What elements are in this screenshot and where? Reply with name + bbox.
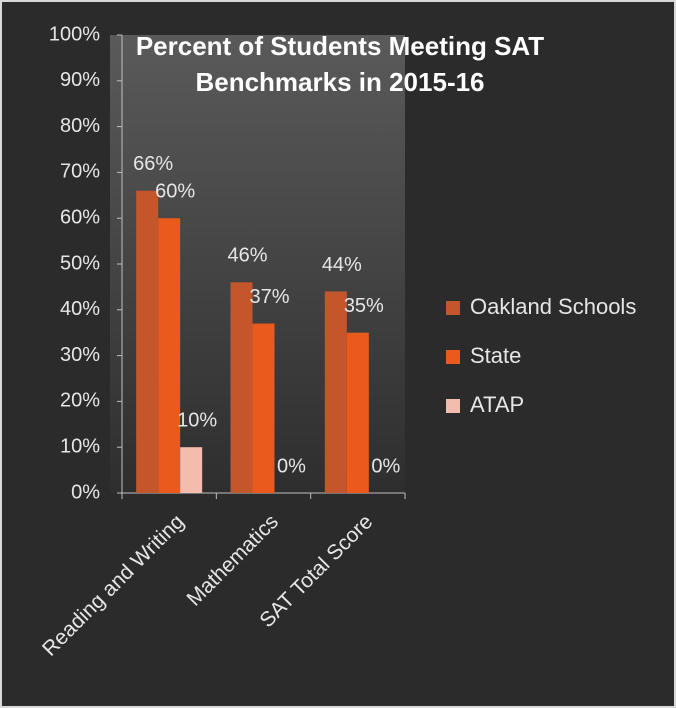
- legend-swatch: [446, 399, 460, 413]
- bar: [180, 447, 203, 493]
- value-label: 46%: [227, 245, 267, 267]
- value-label: 66%: [133, 153, 173, 175]
- bar: [230, 282, 253, 493]
- y-tick-label: 0%: [71, 481, 100, 503]
- bar: [158, 218, 181, 493]
- value-label: 0%: [277, 455, 306, 477]
- y-tick-label: 80%: [60, 115, 100, 137]
- y-tick-label: 20%: [60, 390, 100, 412]
- value-label: 60%: [155, 180, 195, 202]
- value-label: 44%: [322, 254, 362, 276]
- value-label: 10%: [177, 409, 217, 431]
- y-tick-label: 90%: [60, 69, 100, 91]
- chart-title: Benchmarks in 2015-16: [195, 67, 484, 97]
- bar: [324, 291, 347, 493]
- bar: [346, 332, 369, 493]
- y-tick-label: 100%: [49, 23, 100, 45]
- value-label: 0%: [371, 455, 400, 477]
- legend-label: ATAP: [470, 392, 524, 417]
- y-tick-label: 40%: [60, 298, 100, 320]
- y-tick-label: 10%: [60, 435, 100, 457]
- legend-swatch: [446, 301, 460, 315]
- bar: [136, 190, 159, 493]
- value-label: 37%: [249, 286, 289, 308]
- legend-label: Oakland Schools: [470, 294, 636, 319]
- y-tick-label: 60%: [60, 206, 100, 228]
- y-tick-label: 30%: [60, 344, 100, 366]
- chart-title: Percent of Students Meeting SAT: [136, 31, 544, 61]
- legend-label: State: [470, 343, 521, 368]
- y-tick-label: 50%: [60, 252, 100, 274]
- legend-swatch: [446, 350, 460, 364]
- bar: [252, 323, 275, 493]
- y-tick-label: 70%: [60, 161, 100, 183]
- value-label: 35%: [344, 295, 384, 317]
